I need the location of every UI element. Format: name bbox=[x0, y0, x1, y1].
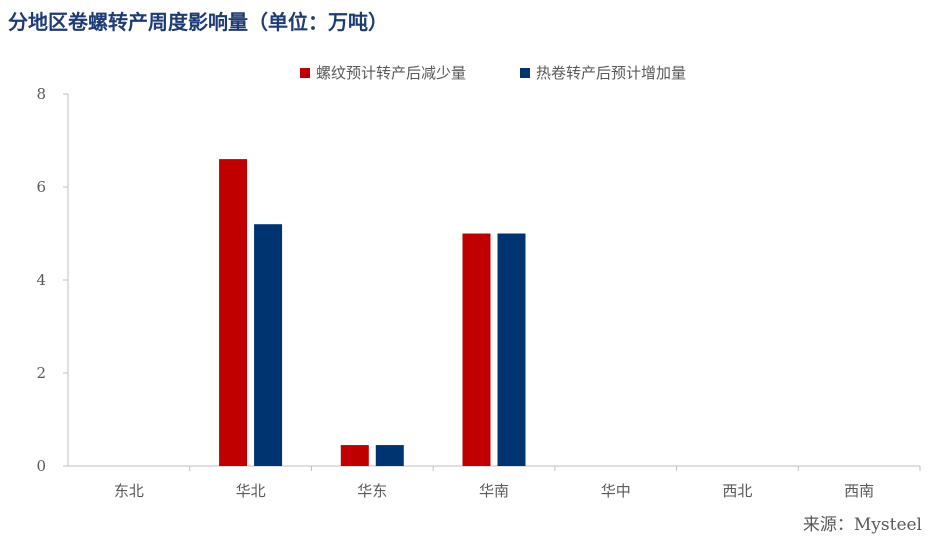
legend-item-hrc: 热卷转产后预计增加量 bbox=[520, 62, 686, 83]
x-tick-label: 华东 bbox=[357, 482, 387, 500]
x-tick-label: 华北 bbox=[236, 482, 266, 500]
legend: 螺纹预计转产后减少量 热卷转产后预计增加量 bbox=[300, 62, 686, 83]
y-tick-label: 8 bbox=[36, 85, 46, 103]
y-tick-label: 0 bbox=[36, 457, 46, 475]
x-tick-label: 东北 bbox=[114, 482, 144, 500]
legend-swatch-hrc bbox=[520, 67, 531, 78]
x-tick-label: 西北 bbox=[722, 482, 752, 500]
bar-hrc bbox=[375, 445, 404, 466]
legend-label-hrc: 热卷转产后预计增加量 bbox=[536, 64, 687, 82]
bar-rebar bbox=[219, 159, 248, 466]
x-tick-label: 华南 bbox=[479, 482, 509, 500]
bar-rebar bbox=[340, 445, 369, 466]
x-tick-label: 华中 bbox=[601, 482, 631, 500]
legend-label-rebar: 螺纹预计转产后减少量 bbox=[316, 64, 467, 82]
y-tick-label: 6 bbox=[36, 178, 46, 196]
y-tick-label: 2 bbox=[36, 364, 46, 382]
y-tick-label: 4 bbox=[36, 271, 46, 289]
source-note: 来源：Mysteel bbox=[802, 515, 922, 535]
bar-hrc bbox=[497, 233, 526, 466]
x-tick-label: 西南 bbox=[844, 482, 874, 500]
legend-swatch-rebar bbox=[300, 67, 310, 78]
bar-hrc bbox=[254, 224, 283, 466]
chart-title: 分地区卷螺转产周度影响量（单位：万吨） bbox=[8, 10, 388, 34]
legend-item-rebar: 螺纹预计转产后减少量 bbox=[300, 62, 466, 83]
bar-rebar bbox=[462, 233, 491, 466]
